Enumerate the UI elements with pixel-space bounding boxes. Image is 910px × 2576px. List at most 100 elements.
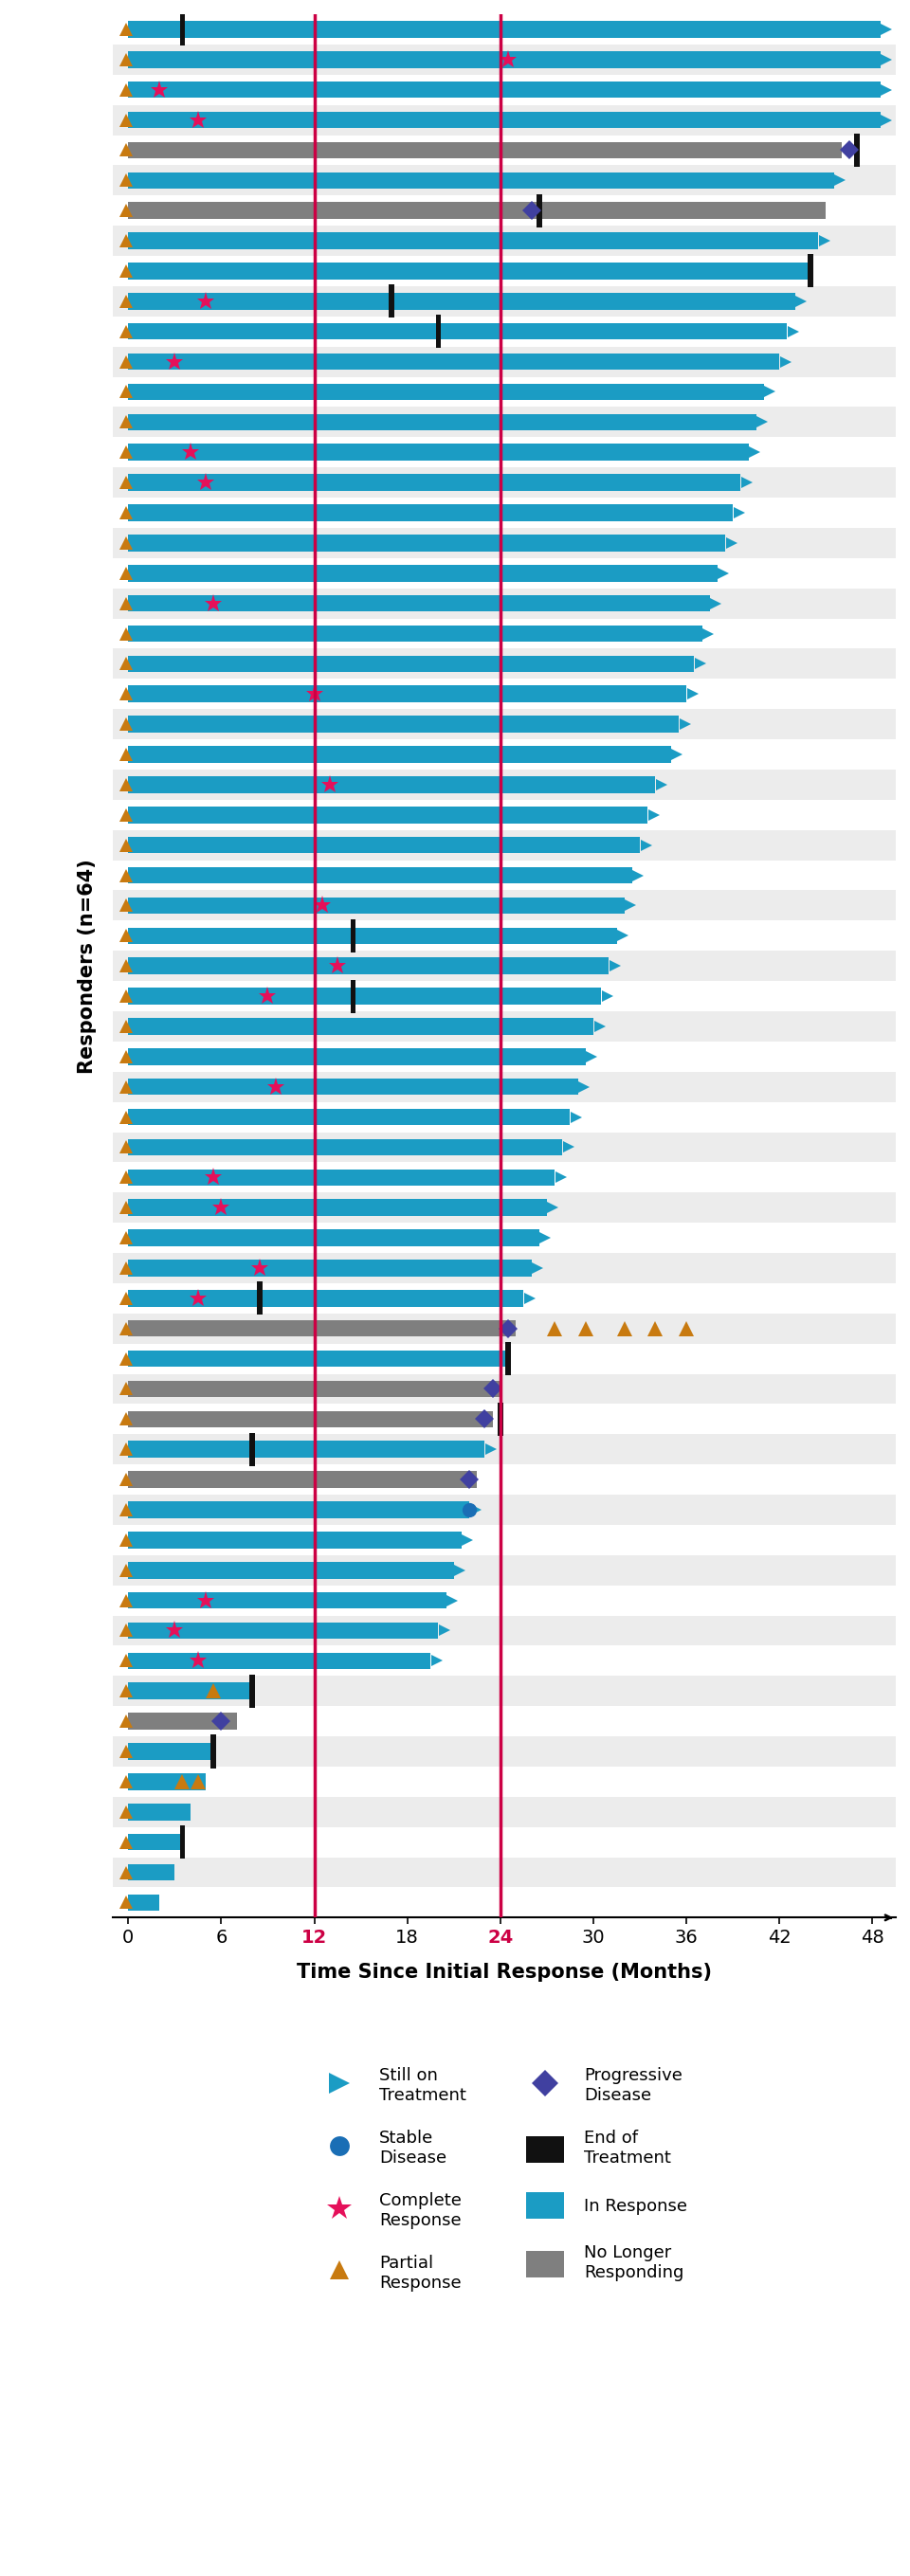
Bar (113, 1525, 895, 1556)
Bar (128, 1561, 454, 1579)
Bar (128, 1502, 470, 1517)
Bar (113, 528, 895, 559)
Bar (113, 15, 895, 44)
Bar (128, 21, 880, 39)
Bar (128, 1200, 547, 1216)
Bar (113, 255, 895, 286)
Bar (128, 806, 648, 824)
Bar (113, 1314, 895, 1345)
Bar (128, 52, 880, 67)
Bar (113, 1677, 895, 1705)
Bar (128, 1803, 190, 1821)
Bar (128, 896, 624, 914)
Bar (128, 1170, 554, 1185)
Bar (128, 142, 842, 160)
Bar (128, 294, 795, 309)
X-axis label: Time Since Initial Response (Months): Time Since Initial Response (Months) (297, 1963, 712, 1981)
Bar (128, 82, 880, 98)
Bar (128, 384, 764, 399)
Bar (128, 1592, 446, 1607)
Bar (128, 1139, 562, 1157)
Bar (128, 685, 686, 703)
Bar (113, 196, 895, 227)
Bar (128, 927, 617, 943)
Bar (113, 1162, 895, 1193)
Bar (113, 739, 895, 770)
Bar (128, 232, 818, 250)
Bar (113, 770, 895, 799)
Bar (128, 1291, 523, 1306)
Bar (113, 1736, 895, 1767)
Bar (436, 314, 441, 348)
Bar (113, 75, 895, 106)
Bar (258, 1283, 263, 1314)
Bar (128, 1654, 430, 1669)
Bar (128, 1229, 539, 1247)
Bar (128, 1865, 175, 1880)
Bar (113, 1283, 895, 1314)
Bar (113, 1193, 895, 1224)
Bar (113, 981, 895, 1012)
Bar (808, 255, 814, 289)
Bar (113, 1012, 895, 1041)
Bar (113, 348, 895, 376)
Bar (113, 559, 895, 587)
Bar (113, 618, 895, 649)
Bar (128, 1772, 206, 1790)
Bar (113, 951, 895, 981)
Bar (128, 716, 679, 732)
Bar (128, 1533, 461, 1548)
Bar (113, 920, 895, 951)
Bar (113, 1646, 895, 1677)
Bar (113, 497, 895, 528)
Bar (113, 376, 895, 407)
Bar (113, 708, 895, 739)
Bar (113, 1798, 895, 1826)
Bar (128, 837, 640, 853)
Bar (128, 173, 834, 188)
Bar (113, 1252, 895, 1283)
Bar (128, 654, 694, 672)
Bar (113, 1345, 895, 1373)
Bar (113, 680, 895, 708)
Bar (128, 1350, 508, 1368)
Bar (180, 13, 185, 46)
Bar (113, 1826, 895, 1857)
Bar (211, 1734, 217, 1767)
Bar (180, 1826, 185, 1860)
Bar (128, 958, 609, 974)
Bar (113, 1705, 895, 1736)
Bar (113, 1373, 895, 1404)
Bar (854, 134, 860, 167)
Bar (128, 564, 717, 582)
Bar (350, 979, 356, 1012)
Bar (113, 1857, 895, 1888)
Legend: Still on
Treatment, Stable
Disease, Complete
Response, Partial
Response, Progres: Still on Treatment, Stable Disease, Comp… (314, 2061, 694, 2298)
Bar (113, 1556, 895, 1584)
Bar (113, 317, 895, 348)
Bar (249, 1674, 255, 1708)
Bar (113, 1072, 895, 1103)
Bar (113, 438, 895, 466)
Bar (113, 587, 895, 618)
Bar (128, 1412, 492, 1427)
Bar (505, 1342, 511, 1376)
Bar (113, 891, 895, 920)
Bar (128, 1623, 439, 1638)
Bar (113, 1767, 895, 1798)
Bar (113, 44, 895, 75)
Y-axis label: Responders (n=64): Responders (n=64) (78, 858, 96, 1074)
Bar (128, 353, 780, 371)
Bar (128, 1319, 516, 1337)
Bar (498, 1401, 503, 1435)
Bar (113, 407, 895, 438)
Bar (128, 204, 826, 219)
Bar (113, 1584, 895, 1615)
Bar (128, 1381, 500, 1396)
Bar (128, 111, 880, 129)
Bar (128, 1048, 586, 1064)
Bar (128, 1682, 252, 1700)
Bar (113, 1463, 895, 1494)
Bar (113, 860, 895, 891)
Bar (128, 1834, 183, 1850)
